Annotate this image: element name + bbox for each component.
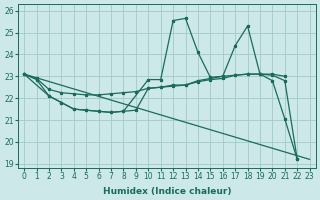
X-axis label: Humidex (Indice chaleur): Humidex (Indice chaleur) — [103, 187, 231, 196]
